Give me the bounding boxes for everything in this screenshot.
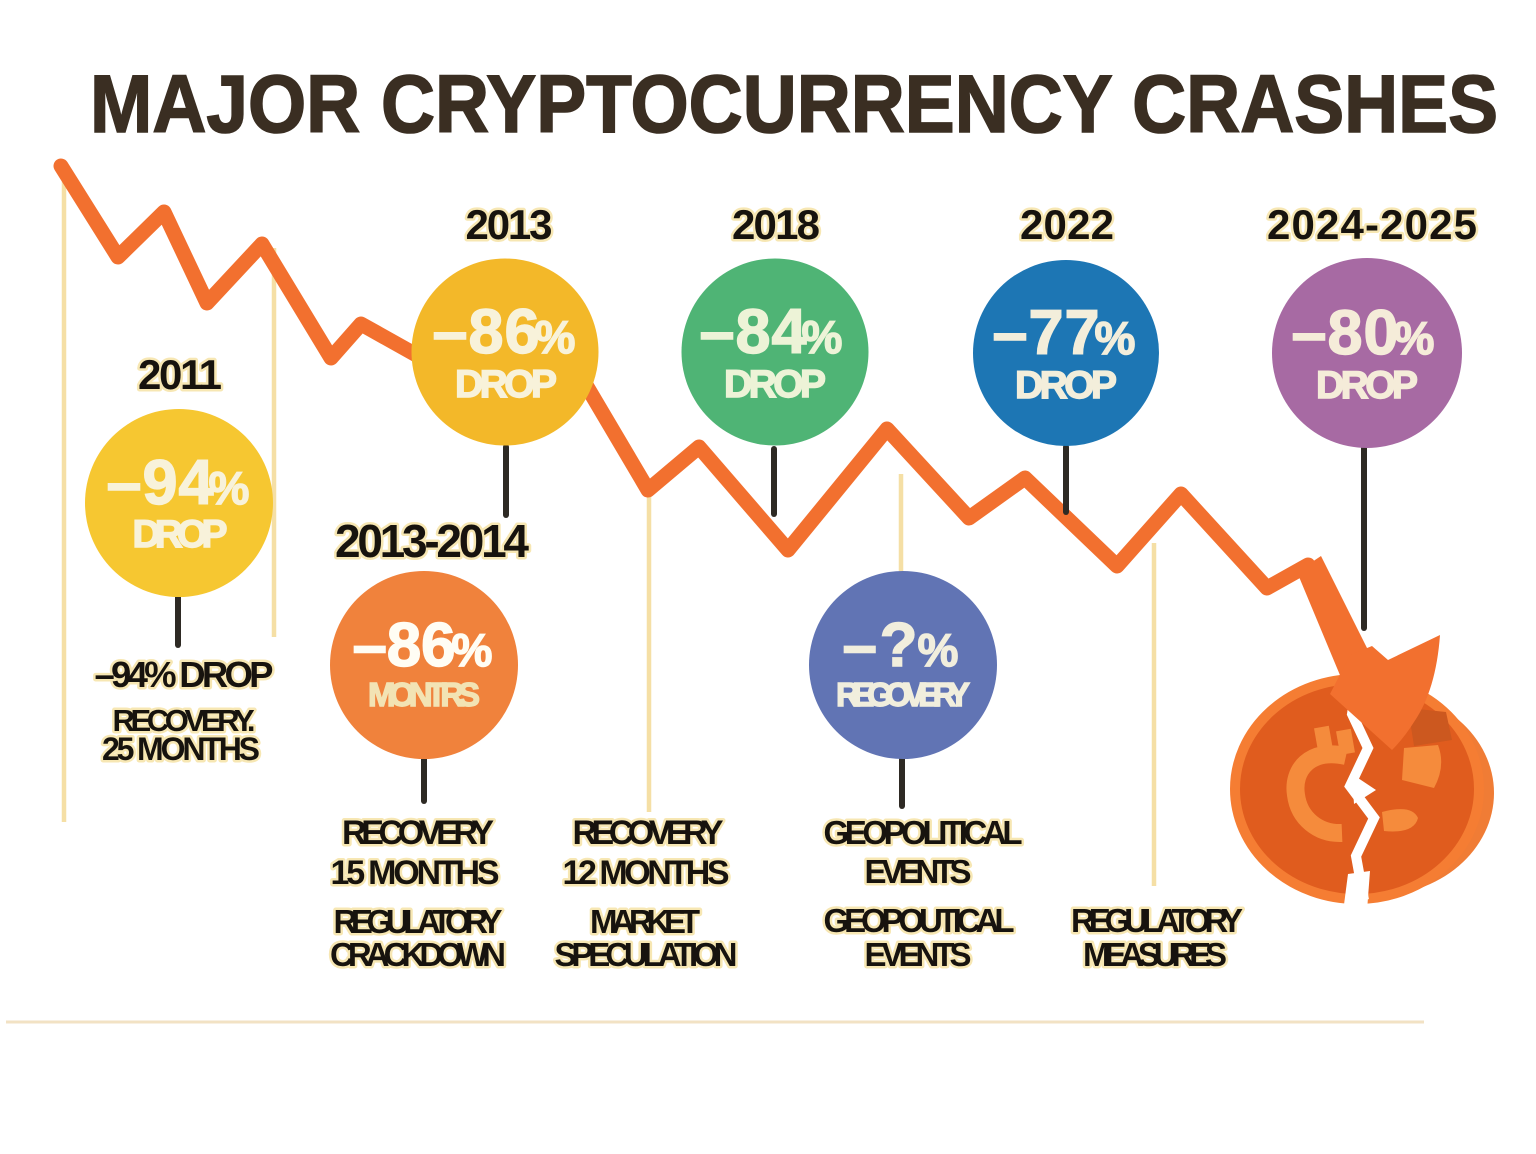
svg-text:%: % <box>209 462 250 514</box>
svg-text:MARKET: MARKET <box>590 903 700 940</box>
svg-text:–94: –94 <box>107 448 214 518</box>
svg-text:2022: 2022 <box>1020 201 1114 248</box>
svg-text:RECOVERY.: RECOVERY. <box>113 703 256 738</box>
svg-text:EVENTS: EVENTS <box>865 853 972 890</box>
svg-text:2011: 2011 <box>138 351 222 398</box>
svg-text:2024-2025: 2024-2025 <box>1267 201 1477 248</box>
svg-text:DROP: DROP <box>1015 364 1117 407</box>
svg-text:–84: –84 <box>700 297 807 367</box>
svg-text:2013: 2013 <box>466 201 553 248</box>
svg-text:MEASURES: MEASURES <box>1083 936 1227 973</box>
svg-text:2024-2025: 2024-2025 <box>1267 201 1477 248</box>
svg-text:–77: –77 <box>993 298 1100 368</box>
svg-text:25 MONTHS: 25 MONTHS <box>102 731 260 767</box>
svg-text:–?: –? <box>843 611 918 680</box>
svg-text:MAJOR CRYPTOCURRENCY CRASHES: MAJOR CRYPTOCURRENCY CRASHES <box>90 59 1498 150</box>
svg-text:RECOVERY: RECOVERY <box>573 814 724 852</box>
svg-text:MARKET: MARKET <box>590 903 700 940</box>
svg-text:SPECULATION: SPECULATION <box>555 936 738 973</box>
svg-text:2011: 2011 <box>138 351 222 398</box>
svg-text:GEOPOLITICAL: GEOPOLITICAL <box>824 814 1023 851</box>
svg-text:REGULATORY: REGULATORY <box>334 903 503 940</box>
svg-text:REGULATORY: REGULATORY <box>1071 902 1243 939</box>
svg-text:RECOVERY: RECOVERY <box>573 814 724 852</box>
svg-text:15 MONTHS: 15 MONTHS <box>331 854 500 892</box>
svg-text:2013-2014: 2013-2014 <box>335 515 529 567</box>
svg-text:RECOVERY: RECOVERY <box>342 814 494 852</box>
svg-text:REGULATORY: REGULATORY <box>1071 902 1243 939</box>
svg-text:MEASURES: MEASURES <box>1083 936 1227 973</box>
svg-text:RECOVERY.: RECOVERY. <box>113 703 256 738</box>
svg-text:DROP: DROP <box>133 513 228 556</box>
svg-text:EVENTS: EVENTS <box>865 936 972 973</box>
svg-text:CRACKDOWN: CRACKDOWN <box>330 936 506 973</box>
svg-text:%: % <box>535 311 576 363</box>
svg-text:CRACKDOWN: CRACKDOWN <box>330 936 506 973</box>
svg-text:EVENTS: EVENTS <box>865 936 972 973</box>
svg-text:DROP: DROP <box>1316 364 1418 407</box>
svg-text:2013: 2013 <box>466 201 553 248</box>
svg-text:SPECULATION: SPECULATION <box>555 936 738 973</box>
svg-text:–80: –80 <box>1292 298 1399 368</box>
svg-text:MONTRS: MONTRS <box>368 676 480 713</box>
svg-text:GEOPOLITICAL: GEOPOLITICAL <box>824 814 1023 851</box>
svg-text:2022: 2022 <box>1020 201 1114 248</box>
svg-text:%: % <box>802 311 843 363</box>
svg-text:%: % <box>918 624 959 676</box>
svg-text:DROP: DROP <box>455 363 557 406</box>
svg-text:12 MONTHS: 12 MONTHS <box>563 854 730 892</box>
svg-text:25 MONTHS: 25 MONTHS <box>102 731 260 767</box>
svg-text:–94% DROP: –94% DROP <box>95 654 274 695</box>
svg-text:–94% DROP: –94% DROP <box>95 654 274 695</box>
svg-text:%: % <box>1095 312 1136 364</box>
svg-text:2013-2014: 2013-2014 <box>335 515 529 567</box>
svg-text:12 MONTHS: 12 MONTHS <box>563 854 730 892</box>
svg-text:GEOPOUTICAL: GEOPOUTICAL <box>824 902 1015 939</box>
svg-text:–86: –86 <box>353 611 456 680</box>
svg-text:%: % <box>452 624 493 676</box>
svg-text:EVENTS: EVENTS <box>865 853 972 890</box>
svg-text:%: % <box>1394 312 1435 364</box>
svg-text:–86: –86 <box>433 297 540 367</box>
svg-text:GEOPOUTICAL: GEOPOUTICAL <box>824 902 1015 939</box>
svg-text:DROP: DROP <box>724 363 826 406</box>
svg-text:REGOVERY: REGOVERY <box>836 676 970 713</box>
svg-text:15 MONTHS: 15 MONTHS <box>331 854 500 892</box>
svg-text:REGULATORY: REGULATORY <box>334 903 503 940</box>
svg-text:2018: 2018 <box>732 201 820 248</box>
svg-text:RECOVERY: RECOVERY <box>342 814 494 852</box>
svg-text:2018: 2018 <box>732 201 820 248</box>
